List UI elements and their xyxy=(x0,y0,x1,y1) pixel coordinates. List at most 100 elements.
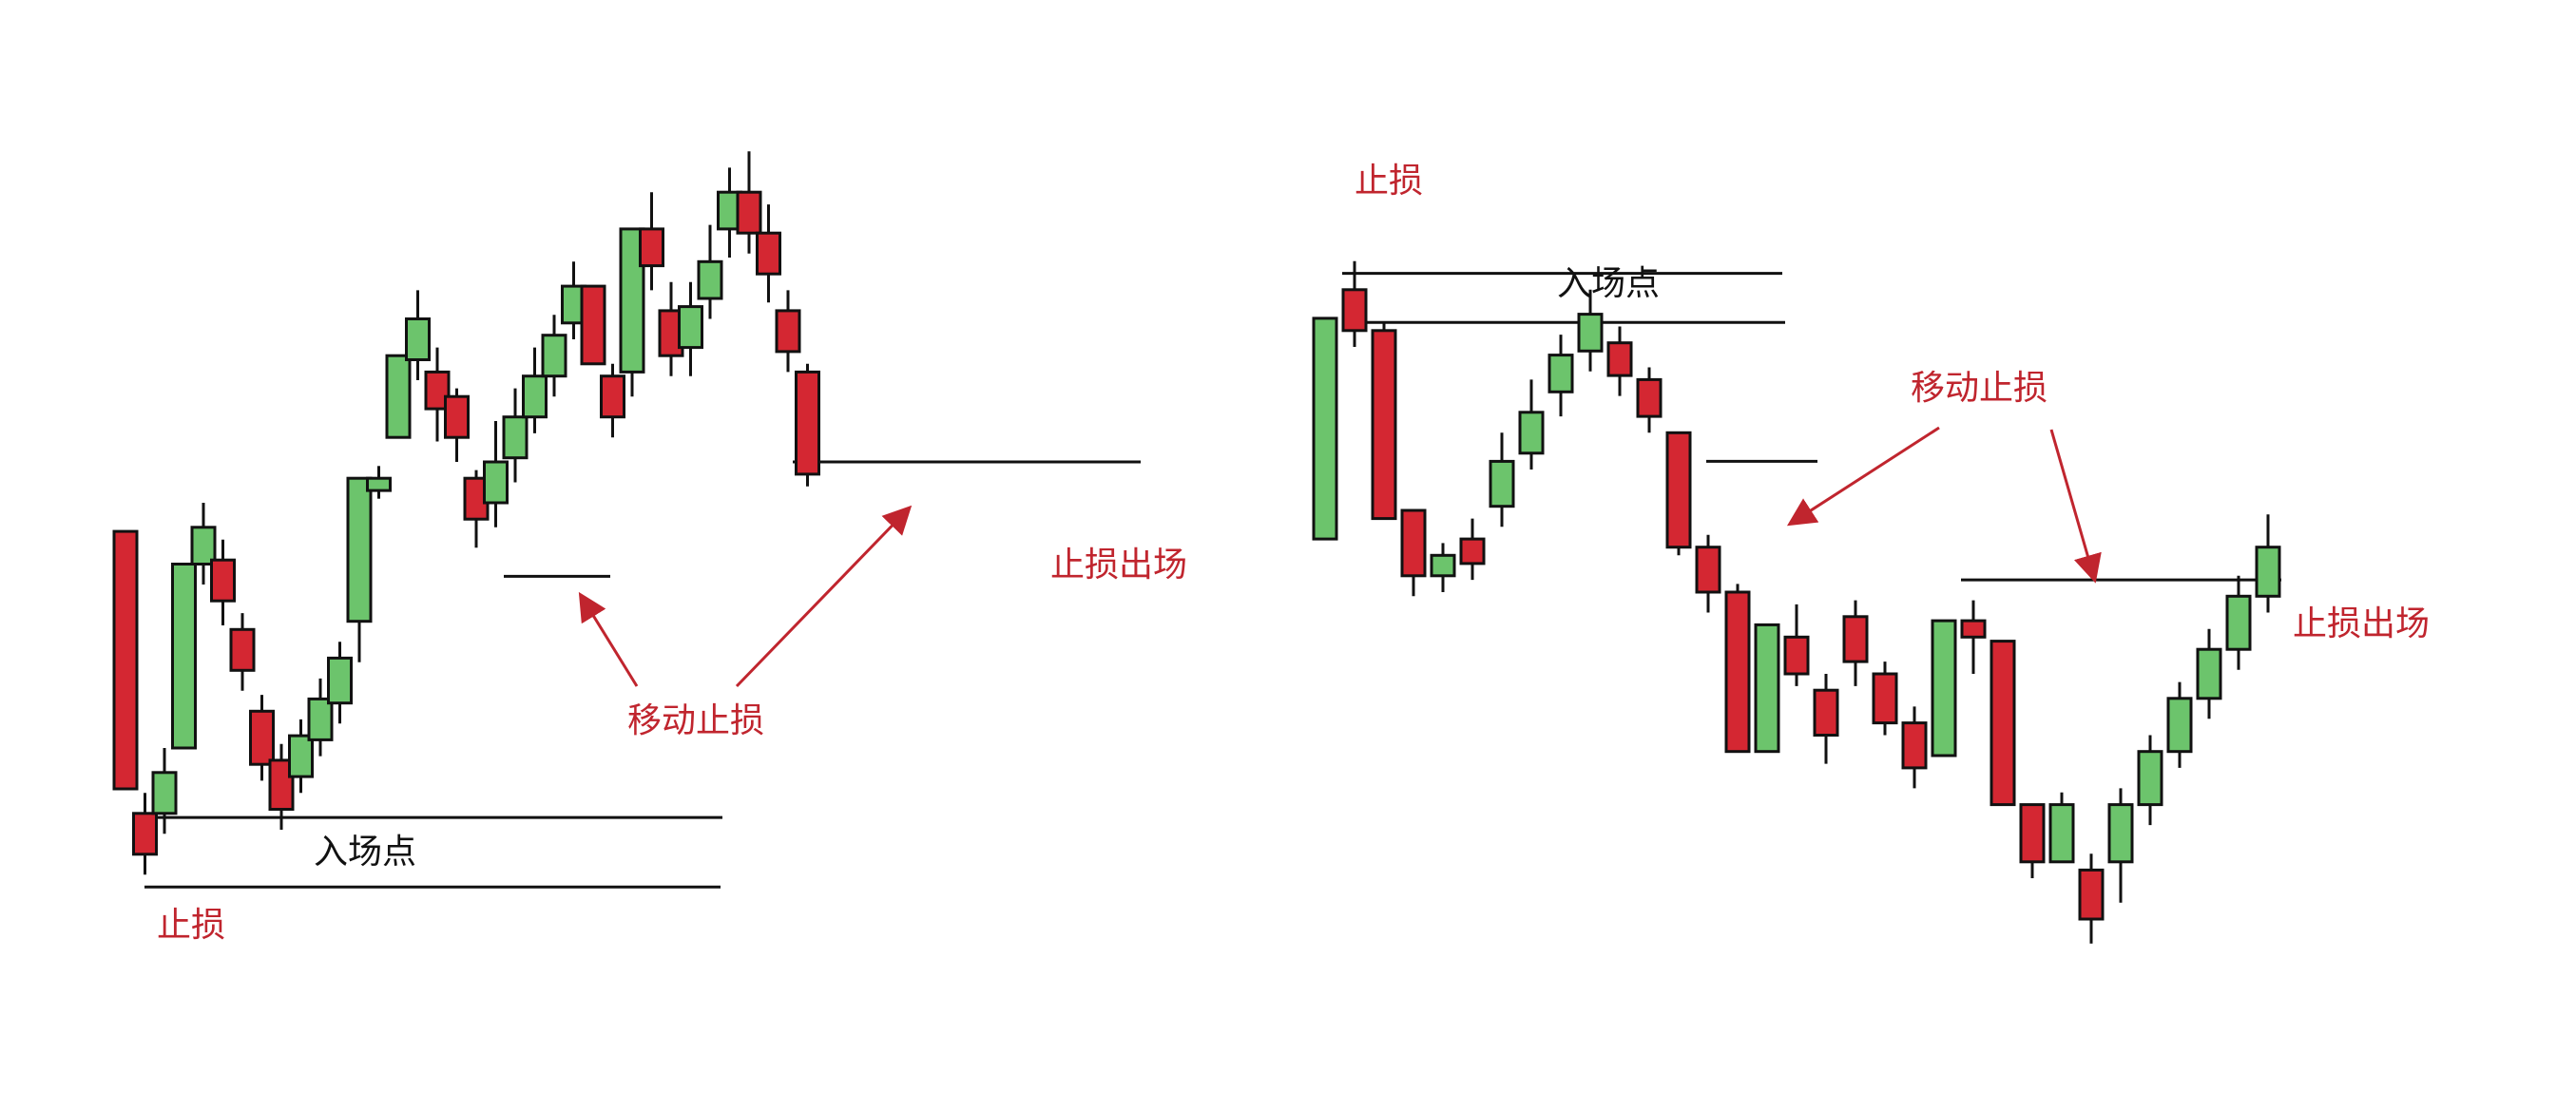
left-candle-27 xyxy=(619,227,645,397)
right-stop-exit-label: 止损出场 xyxy=(2293,604,2430,643)
left-candle-body xyxy=(132,812,158,856)
right-candle-22 xyxy=(1931,619,1957,757)
left-level-lines xyxy=(144,460,1141,889)
right-candle-body xyxy=(1548,354,1574,393)
left-candle-body xyxy=(229,627,256,672)
left-entry-point-label: 入场点 xyxy=(314,833,416,872)
right-candle-2 xyxy=(1341,260,1368,347)
left-candle-2 xyxy=(132,793,158,875)
right-candle-26 xyxy=(2048,792,2075,864)
right-candle-body xyxy=(1901,721,1928,770)
left-candle-body xyxy=(502,415,529,460)
left-candle-15 xyxy=(385,354,412,439)
left-candle-body xyxy=(444,394,470,439)
right-candle-body xyxy=(2048,803,2075,864)
left-trailing-arrow-1 xyxy=(578,591,639,687)
right-trailing-arrow-2 xyxy=(2049,429,2102,584)
right-candle-body xyxy=(1312,316,1338,541)
right-candle-body xyxy=(2255,546,2281,598)
left-candle-25 xyxy=(580,284,606,366)
left-candle-8 xyxy=(249,695,275,781)
left-candle-20 xyxy=(483,421,509,527)
right-candle-body xyxy=(1665,431,1692,549)
right-candle-11 xyxy=(1606,326,1633,396)
right-candle-7 xyxy=(1489,432,1515,527)
left-candle-body xyxy=(171,563,197,750)
right-trailing-arrow-1 xyxy=(1786,426,1940,527)
left-candle-body xyxy=(346,476,373,623)
left-candle-body xyxy=(736,190,762,235)
right-candle-17 xyxy=(1783,604,1810,686)
right-candle-body xyxy=(1400,508,1427,578)
right-candle-body xyxy=(1606,341,1633,377)
right-candle-21 xyxy=(1901,706,1928,789)
right-candle-15 xyxy=(1724,584,1751,754)
right-candle-body xyxy=(1960,619,1987,639)
left-candle-body xyxy=(600,374,625,419)
left-candle-body xyxy=(639,227,664,268)
left-candle-5 xyxy=(190,503,217,585)
right-candle-24 xyxy=(1990,640,2016,807)
left-candle-7 xyxy=(229,613,256,691)
right-level-lines xyxy=(1342,272,2281,582)
left-trailing-arrow-2 xyxy=(735,505,913,688)
left-candle-3 xyxy=(151,748,178,834)
right-candle-27 xyxy=(2078,853,2105,944)
right-candle-body xyxy=(1931,619,1957,757)
left-candle-body xyxy=(385,354,412,439)
right-candle-body xyxy=(2019,803,2046,864)
left-candle-13 xyxy=(346,476,373,662)
right-candle-body xyxy=(1341,288,1368,333)
right-candle-23 xyxy=(1960,600,1987,674)
left-candle-body xyxy=(288,734,314,778)
left-candle-14 xyxy=(366,466,392,499)
right-candle-1 xyxy=(1312,316,1338,541)
left-candle-body xyxy=(112,529,139,791)
right-candle-29 xyxy=(2137,735,2163,826)
left-candle-body xyxy=(366,476,392,492)
left-candles xyxy=(112,151,820,875)
left-panel-uptrend: 止损 入场点 移动止损 止损出场 xyxy=(112,151,1187,945)
right-candle-body xyxy=(1577,313,1604,353)
left-candle-body xyxy=(522,374,548,419)
right-candle-body xyxy=(1724,590,1751,754)
left-candle-body xyxy=(307,697,334,741)
right-candle-20 xyxy=(1872,662,1898,736)
left-candle-31 xyxy=(697,224,723,319)
left-candle-30 xyxy=(678,281,703,376)
right-candle-body xyxy=(1813,688,1839,738)
right-candle-25 xyxy=(2019,803,2046,878)
right-candle-33 xyxy=(2255,514,2281,613)
left-candle-body xyxy=(795,370,820,476)
left-candle-16 xyxy=(405,290,431,380)
right-candles xyxy=(1312,260,2281,944)
left-candle-26 xyxy=(600,363,625,438)
left-candle-body xyxy=(327,656,353,705)
right-candle-body xyxy=(1783,635,1810,676)
right-candle-body xyxy=(1695,546,1721,594)
right-candle-31 xyxy=(2196,628,2222,719)
right-candle-body xyxy=(1489,459,1515,508)
left-candle-21 xyxy=(502,388,529,483)
left-candle-22 xyxy=(522,347,548,433)
right-candle-4 xyxy=(1400,508,1427,597)
left-candle-36 xyxy=(795,363,820,487)
left-stop-exit-label: 止损出场 xyxy=(1050,546,1187,585)
left-candle-body xyxy=(775,309,801,354)
left-candle-23 xyxy=(541,315,567,397)
right-candle-body xyxy=(1459,537,1486,566)
left-candle-body xyxy=(756,231,781,276)
left-candle-35 xyxy=(775,290,801,373)
right-candle-28 xyxy=(2107,788,2134,903)
left-candle-4 xyxy=(171,563,197,750)
left-stop-loss-label: 止损 xyxy=(157,906,225,945)
left-candle-33 xyxy=(736,151,762,254)
left-candle-6 xyxy=(210,539,236,625)
right-candle-8 xyxy=(1518,379,1545,470)
right-candle-9 xyxy=(1548,335,1574,417)
right-trailing-stop-label: 移动止损 xyxy=(1911,369,2047,408)
left-trailing-stop-label: 移动止损 xyxy=(627,701,764,740)
right-candle-body xyxy=(2196,647,2222,700)
right-candle-body xyxy=(1636,377,1663,418)
